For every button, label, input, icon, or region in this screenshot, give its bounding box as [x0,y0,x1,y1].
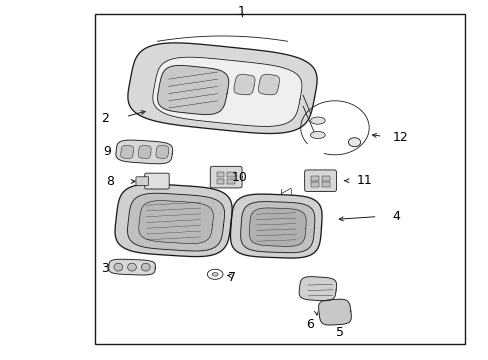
Bar [310,182,318,187]
Bar [227,179,235,184]
Ellipse shape [114,263,122,271]
Polygon shape [139,201,213,244]
Polygon shape [230,194,322,258]
Polygon shape [234,75,254,95]
Text: 10: 10 [231,171,247,184]
Text: 4: 4 [391,210,399,222]
Polygon shape [116,140,172,164]
Polygon shape [121,145,133,158]
Ellipse shape [347,138,360,147]
Text: 6: 6 [306,318,314,330]
Text: 8: 8 [106,175,114,188]
Ellipse shape [141,263,150,271]
Ellipse shape [310,131,325,139]
Text: 1: 1 [238,5,245,18]
Bar [95,14,464,344]
Bar [216,172,224,177]
Bar [321,182,329,187]
Ellipse shape [127,263,136,271]
Text: 3: 3 [101,262,109,275]
Polygon shape [108,259,155,275]
Polygon shape [157,66,228,114]
FancyBboxPatch shape [136,177,148,185]
Polygon shape [138,145,151,158]
Ellipse shape [310,117,325,124]
Text: 7: 7 [228,271,236,284]
Bar [321,176,329,181]
Bar [227,172,235,177]
Polygon shape [240,202,314,253]
Bar [310,176,318,181]
Polygon shape [127,193,224,251]
Polygon shape [318,299,350,325]
FancyBboxPatch shape [210,166,242,188]
Text: 12: 12 [392,131,408,144]
Text: 2: 2 [101,112,109,125]
Polygon shape [156,145,168,158]
Polygon shape [258,75,279,95]
FancyBboxPatch shape [304,170,336,192]
FancyBboxPatch shape [144,173,169,189]
Polygon shape [299,276,336,301]
Bar [216,179,224,184]
Text: 5: 5 [335,327,343,339]
Polygon shape [115,184,232,257]
Text: 9: 9 [103,145,111,158]
Polygon shape [249,208,305,246]
Text: 11: 11 [356,174,371,187]
Polygon shape [128,43,316,134]
Ellipse shape [212,273,218,276]
Polygon shape [153,57,301,126]
